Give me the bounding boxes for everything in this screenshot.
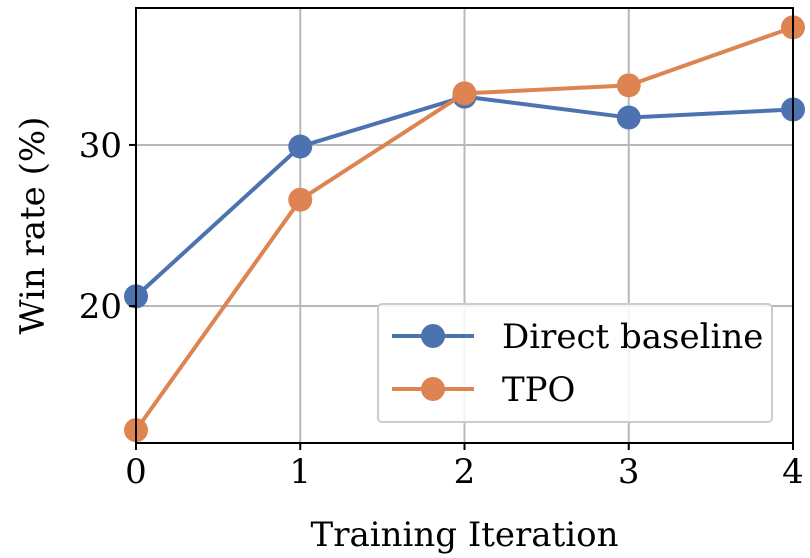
x-tick-label: 0: [125, 452, 147, 492]
legend: Direct baseline TPO: [377, 303, 773, 423]
data-point-direct-baseline: [616, 105, 641, 130]
data-point-tpo: [288, 187, 313, 212]
data-point-direct-baseline: [288, 134, 313, 159]
tick-labels: 0 1 2 3 4 20 30: [79, 126, 804, 492]
x-tick-label: 3: [618, 452, 640, 492]
legend-swatch-marker: [421, 324, 445, 348]
y-axis-label: Win rate (%): [13, 117, 53, 335]
x-axis-label: Training Iteration: [311, 515, 619, 555]
x-tick-label: 2: [454, 452, 476, 492]
legend-item-direct-baseline: Direct baseline: [392, 317, 763, 357]
x-tick-label: 4: [782, 452, 804, 492]
data-point-tpo: [452, 81, 477, 106]
legend-item-tpo: TPO: [392, 370, 575, 410]
legend-label: Direct baseline: [502, 317, 763, 357]
x-tick-label: 1: [289, 452, 311, 492]
legend-swatch-marker: [421, 377, 445, 401]
data-point-tpo: [616, 73, 641, 98]
legend-box: [377, 303, 773, 423]
y-tick-label: 30: [79, 126, 122, 166]
legend-label: TPO: [502, 370, 575, 410]
y-tick-label: 20: [79, 287, 122, 327]
